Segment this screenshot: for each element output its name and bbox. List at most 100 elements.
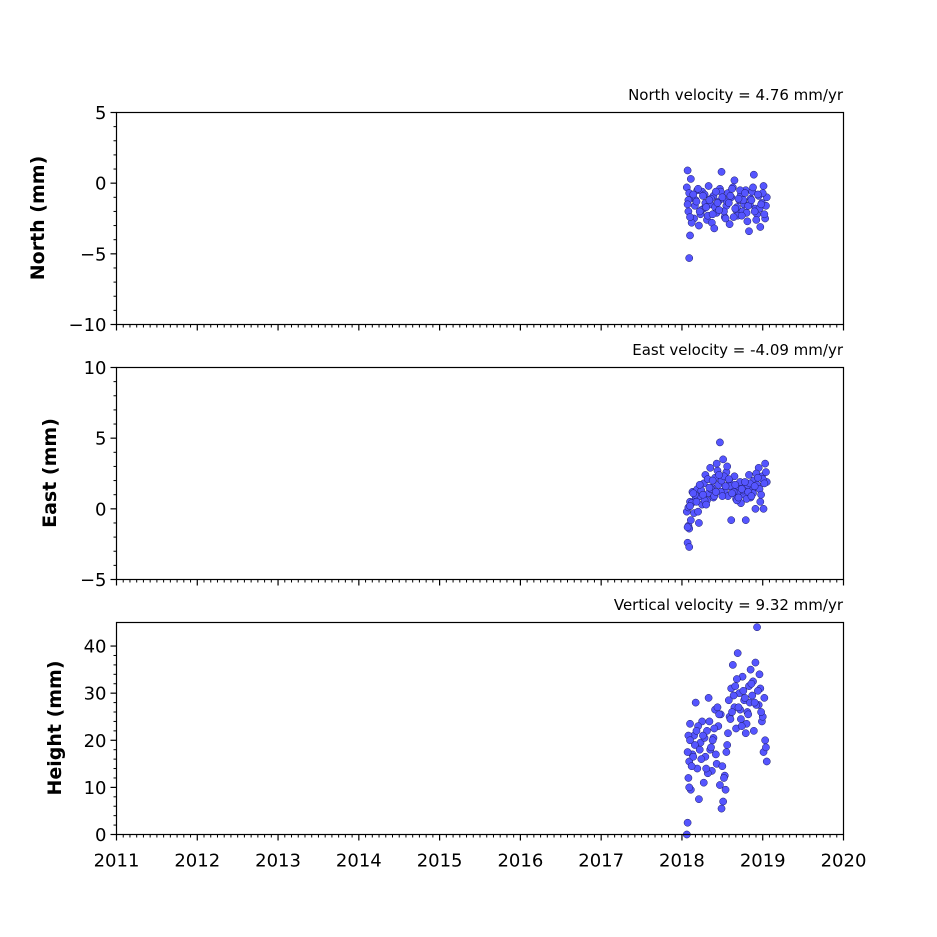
north-data-point <box>686 175 695 183</box>
x-tick-label: 2016 <box>497 851 543 872</box>
x-tick-label: 2013 <box>255 851 301 872</box>
north-data-point <box>686 231 694 240</box>
east-plot-frame <box>115 366 845 581</box>
height-data-point <box>683 818 692 827</box>
height-data-point <box>723 741 732 749</box>
east-data-point <box>762 468 770 476</box>
y-tick-label: 5 <box>95 429 106 450</box>
north-data-point <box>695 207 704 216</box>
north-data-point <box>745 227 753 236</box>
east-data-point <box>712 459 721 468</box>
height-data-point <box>712 750 720 759</box>
height-data-point <box>747 679 756 688</box>
height-data-point <box>744 710 753 719</box>
y-tick-label: 0 <box>95 174 106 195</box>
height-data-point <box>699 778 708 787</box>
north-data-point <box>747 196 756 204</box>
north-data-point <box>683 166 692 175</box>
height-data-point <box>705 717 714 726</box>
north-data-point <box>704 182 713 190</box>
height-data-point <box>719 797 727 806</box>
east-data-point <box>716 438 724 447</box>
height-data-point <box>726 715 735 723</box>
y-tick-label: −5 <box>80 570 107 591</box>
north-data-point <box>726 192 735 200</box>
height-data-point <box>704 694 713 702</box>
height-data-point <box>684 774 693 782</box>
east-data-point <box>750 482 759 491</box>
y-tick-label: 0 <box>95 499 106 520</box>
east-panel: East velocity = -4.09 mm/yr East (mm) 10… <box>39 341 845 591</box>
north-data-point <box>737 211 746 220</box>
x-tick-label: 2019 <box>740 851 786 872</box>
x-tick-label: 2014 <box>336 851 382 872</box>
height-data-point <box>739 686 748 695</box>
north-data-point <box>686 213 694 221</box>
height-data-point <box>733 649 742 657</box>
east-data-point <box>728 489 736 498</box>
height-data-point <box>687 762 696 771</box>
height-plot-frame <box>115 621 845 836</box>
east-data-point <box>686 502 694 510</box>
north-data-point <box>694 184 702 193</box>
north-data-point <box>729 213 738 221</box>
height-data-point <box>746 665 755 674</box>
y-tick-label: 10 <box>84 358 107 379</box>
north-velocity-annotation: North velocity = 4.76 mm/yr <box>628 86 844 104</box>
height-data-point <box>731 682 740 690</box>
height-data-point <box>749 727 758 735</box>
height-data-point <box>715 710 723 719</box>
east-data-point <box>692 497 701 506</box>
height-data-point <box>760 694 769 702</box>
height-data-point <box>751 658 760 667</box>
height-axis-label: Height (mm) <box>44 660 66 795</box>
height-data-point <box>737 722 746 730</box>
height-data-point <box>762 757 771 766</box>
east-data-point <box>705 483 714 492</box>
north-data-point <box>689 190 698 199</box>
height-data-point <box>734 703 743 712</box>
height-data-point <box>728 708 736 716</box>
north-data-point <box>713 199 722 207</box>
height-data-point <box>721 785 730 794</box>
east-data-points <box>682 438 771 551</box>
height-data-point <box>753 623 761 632</box>
east-data-point <box>715 471 723 479</box>
east-data-point <box>751 504 760 513</box>
north-data-point <box>683 200 692 209</box>
north-data-point <box>721 214 730 223</box>
height-data-point <box>710 724 719 733</box>
y-tick-label: 0 <box>95 825 106 846</box>
east-data-point <box>685 543 694 551</box>
north-data-point <box>724 199 733 207</box>
north-data-points <box>682 166 771 262</box>
east-data-point <box>708 476 717 485</box>
east-data-point <box>723 462 732 471</box>
north-data-point <box>710 224 719 233</box>
east-data-point <box>702 500 711 509</box>
east-velocity-annotation: East velocity = -4.09 mm/yr <box>632 341 844 359</box>
height-data-point <box>741 729 750 738</box>
height-data-point <box>716 781 724 789</box>
height-panel: Vertical velocity = 9.32 mm/yr Height (m… <box>44 596 866 872</box>
east-axis-ticks: 10 5 0 −5 <box>80 358 845 591</box>
east-data-point <box>757 490 765 499</box>
north-data-point <box>715 206 723 214</box>
north-data-point <box>725 220 734 229</box>
height-data-point <box>755 670 764 679</box>
y-tick-label: 5 <box>95 103 106 124</box>
north-data-point <box>718 193 727 202</box>
height-data-point <box>733 675 741 683</box>
height-data-point <box>717 804 726 813</box>
east-data-point <box>689 489 698 498</box>
north-panel: North velocity = 4.76 mm/yr North (mm) 5… <box>27 86 845 336</box>
east-data-point <box>745 471 753 479</box>
north-data-point <box>699 192 707 200</box>
north-data-point <box>695 221 703 230</box>
east-data-point <box>721 482 730 491</box>
east-data-point <box>724 475 733 484</box>
east-data-point <box>719 455 727 464</box>
east-data-point <box>754 473 762 482</box>
east-data-point <box>731 480 740 489</box>
y-tick-label: −5 <box>80 244 107 265</box>
